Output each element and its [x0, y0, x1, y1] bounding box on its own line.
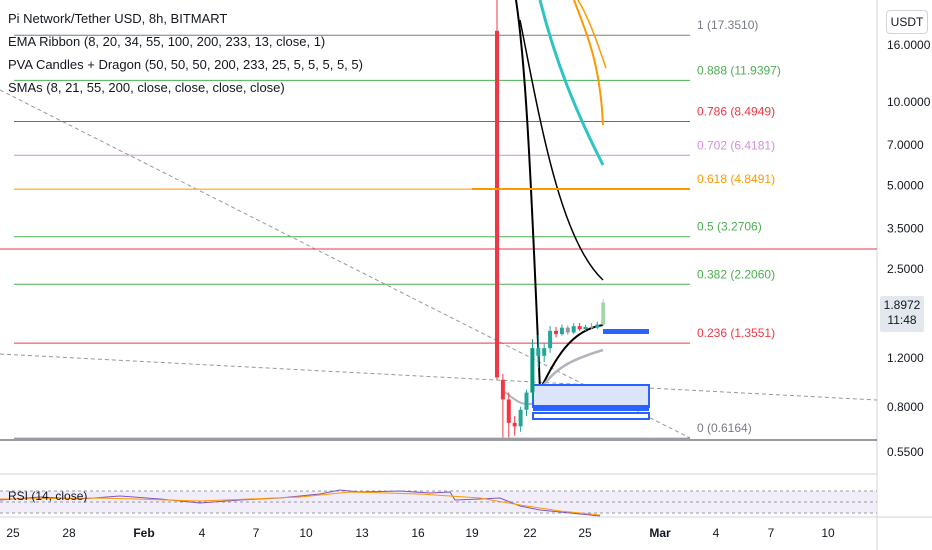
- candle-body[interactable]: [518, 409, 523, 427]
- time-tick-label: 4: [199, 526, 206, 540]
- demand-zone-bar[interactable]: [533, 405, 649, 411]
- candle-body[interactable]: [559, 327, 564, 335]
- legend-ema-ribbon[interactable]: EMA Ribbon (8, 20, 34, 55, 100, 200, 233…: [8, 34, 326, 49]
- candle-body[interactable]: [542, 348, 547, 356]
- time-tick-label: Feb: [133, 526, 154, 540]
- fib-level-label: 0.786 (8.4949): [697, 104, 775, 118]
- candle-body[interactable]: [512, 422, 517, 427]
- candle-body[interactable]: [577, 326, 582, 330]
- candle-body[interactable]: [554, 330, 558, 335]
- trendline-flat[interactable]: [0, 353, 878, 401]
- time-axis-ticks: 25 28 Feb 4 7 10 13 16 19 22 25 Mar 4 7 10: [6, 526, 835, 540]
- demand-zone-box[interactable]: [532, 384, 650, 408]
- price-tick-label: 0.8000: [887, 400, 924, 414]
- time-tick-label: 7: [253, 526, 260, 540]
- time-tick-label: 7: [768, 526, 775, 540]
- time-tick-label: 19: [465, 526, 479, 540]
- fib-level-label: 0.236 (1.3551): [697, 326, 775, 340]
- price-tick-label: 16.0000: [887, 38, 931, 52]
- candle-body[interactable]: [548, 330, 553, 349]
- time-tick-label: 13: [355, 526, 369, 540]
- fib-retracement[interactable]: [14, 34, 690, 439]
- fib-level-label: 0.702 (6.4181): [697, 138, 775, 152]
- time-tick-label: 4: [713, 526, 720, 540]
- time-tick-label: 10: [821, 526, 835, 540]
- candle-body[interactable]: [495, 30, 499, 378]
- candle-body[interactable]: [595, 324, 600, 328]
- time-tick-label: Mar: [649, 526, 671, 540]
- fib-level-label: 0.888 (11.9397): [697, 63, 781, 77]
- price-unit-button[interactable]: USDT: [886, 10, 928, 34]
- trendline-descending[interactable]: [0, 89, 691, 439]
- sma-8-line: [515, 0, 541, 391]
- price-tick-label: 5.0000: [887, 178, 924, 192]
- demand-zone-low[interactable]: [532, 412, 650, 420]
- current-price-value: 1.8972: [883, 298, 921, 312]
- fib-level-label: 0.382 (2.2060): [697, 267, 775, 281]
- candle-body[interactable]: [571, 326, 576, 333]
- candlestick-series[interactable]: [495, 0, 606, 438]
- candle-body[interactable]: [524, 392, 529, 410]
- current-price-label: 1.8972 11:48: [880, 296, 924, 332]
- fib-level-label: 1 (17.3510): [697, 18, 758, 32]
- candle-body[interactable]: [536, 348, 541, 356]
- sma-21-line: [519, 19, 604, 281]
- time-tick-label: 28: [62, 526, 76, 540]
- time-tick-label: 25: [6, 526, 20, 540]
- price-tick-label: 10.0000: [887, 95, 931, 109]
- ema-ribbon-teal: [538, 0, 605, 166]
- candle-body[interactable]: [500, 379, 505, 400]
- time-tick-label: 10: [299, 526, 313, 540]
- ema-ribbon-orange-2: [577, 0, 607, 69]
- legend-smas[interactable]: SMAs (8, 21, 55, 200, close, close, clos…: [8, 80, 285, 95]
- price-tick-label: 3.5000: [887, 222, 924, 236]
- candle-body[interactable]: [506, 399, 511, 423]
- time-tick-label: 22: [523, 526, 537, 540]
- chart-title: Pi Network/Tether USD, 8h, BITMART: [8, 11, 228, 26]
- bar-countdown: 11:48: [887, 313, 917, 327]
- legend-pva-candles[interactable]: PVA Candles + Dragon (50, 50, 50, 200, 2…: [8, 57, 363, 72]
- fib-level-label: 0 (0.6164): [697, 421, 752, 435]
- ema-ribbon-orange: [573, 0, 604, 126]
- candle-body[interactable]: [583, 326, 588, 330]
- rsi-line: [0, 489, 601, 517]
- candle-body[interactable]: [530, 348, 535, 393]
- time-tick-label: 25: [578, 526, 592, 540]
- price-tick-label: 7.0000: [887, 138, 924, 152]
- fib-level-label: 0.5 (3.2706): [697, 220, 762, 234]
- supply-zone-bar[interactable]: [603, 329, 649, 334]
- fib-retracement-labels: 1 (17.3510) 0.888 (11.9397) 0.786 (8.4949)…: [697, 18, 781, 435]
- legend-rsi[interactable]: RSI (14, close): [8, 489, 88, 503]
- candle-body[interactable]: [565, 327, 570, 333]
- price-tick-label: 1.2000: [887, 351, 924, 365]
- fib-level-label: 0.618 (4.8491): [697, 172, 775, 186]
- candle-body[interactable]: [601, 302, 606, 325]
- price-tick-label: 0.5500: [887, 445, 924, 459]
- time-tick-label: 16: [411, 526, 425, 540]
- rsi-ma-line: [0, 491, 601, 516]
- price-tick-label: 2.5000: [887, 262, 924, 276]
- price-axis-ticks: 16.0000 10.0000 7.0000 5.0000 3.5000 2.5000 1.…: [887, 38, 931, 459]
- candle-body[interactable]: [589, 326, 594, 328]
